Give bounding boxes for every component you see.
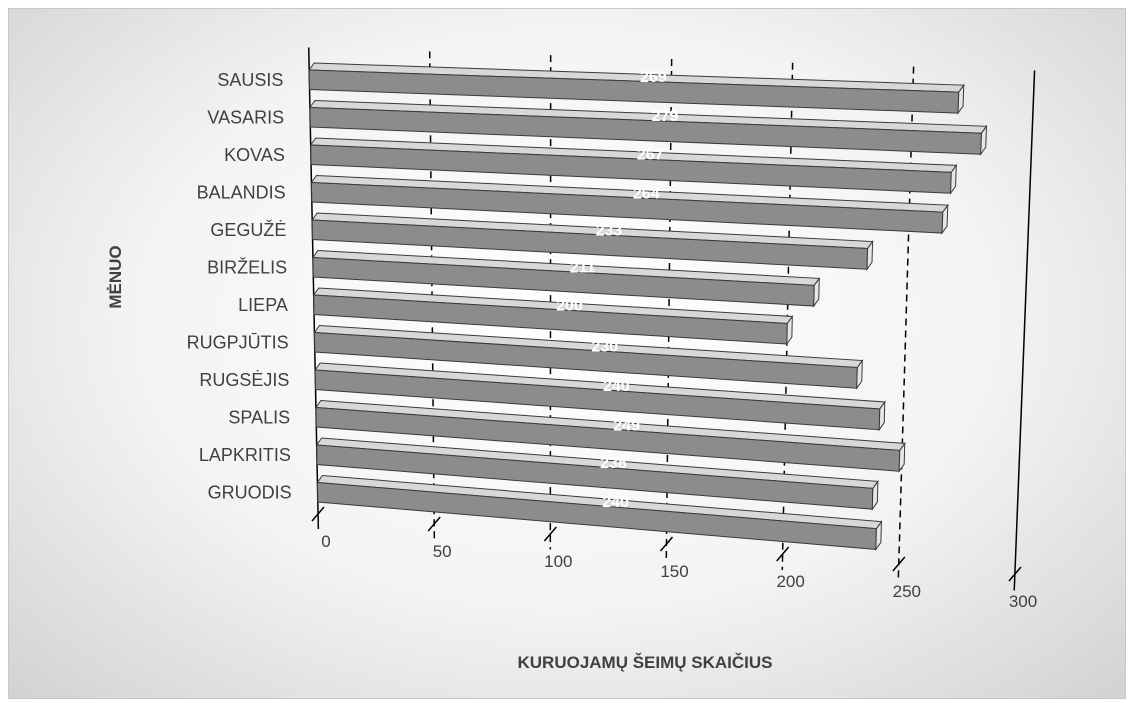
x-tick-150 [659,536,674,552]
x-tick-50 [427,516,441,532]
category-label-gruodis: GRUODIS [208,482,292,502]
value-label-lapkritis: 238 [600,455,627,472]
category-label-birzelis: BIRŽELIS [207,257,287,277]
value-label-rugsejis: 240 [603,378,630,395]
value-label-birzelis: 211 [570,260,596,277]
x-tick-300 [1008,566,1022,582]
category-label-kovas: KOVAS [224,145,285,165]
bar-chart: SAUSIS VASARIS KOVAS BALANDIS GEGUŽĖ BIRŽELIS… [106,47,1037,672]
tick-labels: 0 50 100 150 200 250 300 [321,532,1037,611]
bar-rugsejis [314,362,886,432]
category-label-vasaris: VASARIS [207,107,284,127]
x-tick-label-300: 300 [1009,592,1037,611]
x-tick-label-150: 150 [660,562,688,581]
category-labels: SAUSIS VASARIS KOVAS BALANDIS GEGUŽĖ BIRŽELIS… [187,70,292,503]
x-tick-250 [892,556,906,572]
category-label-lapkritis: LAPKRITIS [199,445,291,465]
value-label-sausis: 269 [640,69,667,86]
value-label-kovas: 267 [637,147,664,164]
value-label-vasaris: 279 [652,108,679,125]
value-labels: 269 279 267 264 233 211 200 230 240 249 238 240 [556,69,678,511]
value-label-geguze: 233 [596,222,623,239]
chart-area: SAUSIS VASARIS KOVAS BALANDIS GEGUŽĖ BIRŽELIS… [8,8,1126,699]
bar-sausis [308,62,965,115]
category-label-rugpjutis: RUGPJŪTIS [187,332,289,352]
gridline-250 [897,66,915,581]
bar-liepa [312,287,794,346]
bar-gruodis [316,474,883,552]
value-label-balandis: 264 [633,185,660,202]
category-label-rugsejis: RUGSĖJIS [199,370,289,390]
x-tick-label-250: 250 [893,582,921,601]
x-tick-200 [776,546,790,562]
y-axis-title: MĖNUO [106,245,125,308]
gridline-300 [1013,70,1036,591]
category-label-geguze: GEGUŽĖ [210,220,286,240]
value-label-spalis: 249 [613,417,640,434]
x-tick-0 [311,506,325,522]
bar-lapkritis [315,437,879,511]
bar-spalis [315,399,906,473]
x-axis-title: KURUOJAMŲ ŠEIMŲ SKAIČIUS [517,653,772,672]
category-label-sausis: SAUSIS [217,70,283,90]
x-tick-label-100: 100 [544,552,572,571]
bars [308,62,988,552]
bar-rugpjutis [313,324,864,390]
x-tick-label-0: 0 [321,532,330,551]
value-label-liepa: 200 [556,297,583,314]
bar-balandis [310,174,949,235]
value-label-rugpjutis: 230 [591,338,618,355]
category-label-liepa: LIEPA [238,295,288,315]
bar-vasaris [308,99,988,156]
bar-geguze [311,212,874,271]
x-tick-100 [543,526,557,542]
bar-kovas [309,137,958,195]
category-label-balandis: BALANDIS [197,182,286,202]
value-label-gruodis: 240 [602,494,629,511]
x-tick-label-200: 200 [776,572,804,591]
x-tick-label-50: 50 [433,542,452,561]
category-label-spalis: SPALIS [228,407,290,427]
bar-birzelis [311,249,821,308]
